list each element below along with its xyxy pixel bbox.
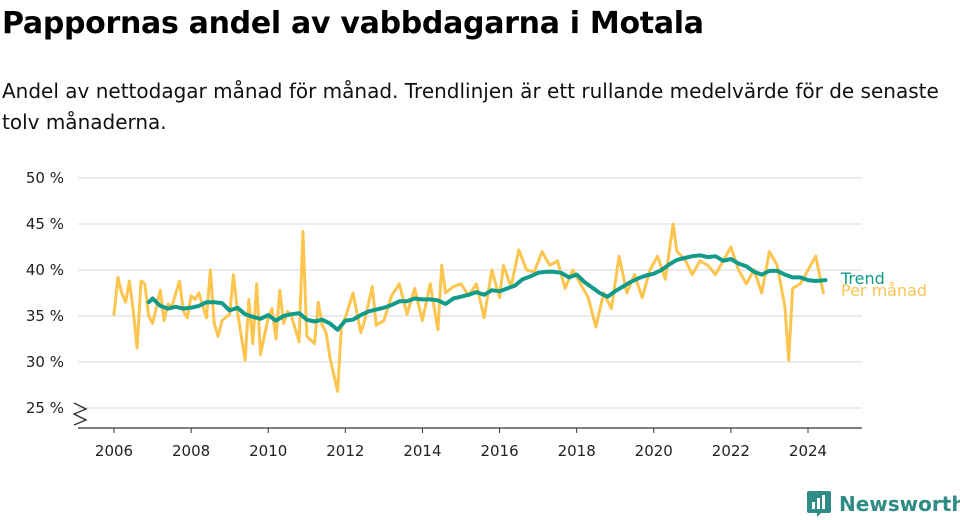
chart-subtitle: Andel av nettodagar månad för månad. Tre… (2, 79, 939, 134)
x-tick-label: 2022 (712, 442, 750, 460)
y-tick-label: 35 % (26, 307, 64, 325)
y-tick-label: 30 % (26, 353, 64, 371)
y-tick-label: 40 % (26, 261, 64, 279)
series-line-per-manad (112, 222, 825, 393)
y-tick-label: 45 % (26, 215, 64, 233)
newsworthy-logo: Newsworthy (806, 490, 960, 518)
grid-lines (78, 177, 862, 409)
x-tick-label: 2006 (95, 442, 133, 460)
x-tick-label: 2020 (635, 442, 673, 460)
legend-label-per-manad: Per månad (841, 281, 927, 300)
x-tick-label: 2008 (172, 442, 210, 460)
x-tick-label: 2014 (403, 442, 441, 460)
newsworthy-icon (807, 491, 831, 517)
y-tick-label: 50 % (26, 169, 64, 187)
chart-title: Pappornas andel av vabbdagarna i Motala (2, 6, 704, 41)
series-line-trend (146, 253, 828, 332)
x-tick-label: 2016 (480, 442, 518, 460)
x-tick-label: 2010 (249, 442, 287, 460)
x-tick-label: 2012 (326, 442, 364, 460)
x-tick-label: 2024 (789, 442, 827, 460)
legend-label-trend: Trend (840, 269, 885, 288)
brand-name: Newsworthy (839, 492, 960, 516)
y-tick-label: 25 % (26, 399, 64, 417)
axis-break-symbol (72, 402, 88, 426)
x-axis: 2006 2008 2010 2012 2014 2016 2018 2020 2022 2024 (72, 402, 862, 460)
y-axis-ticks: 25 % 30 % 35 % 40 % 45 % 50 % (26, 169, 64, 417)
series-lines (112, 222, 828, 393)
x-tick-label: 2018 (558, 442, 596, 460)
